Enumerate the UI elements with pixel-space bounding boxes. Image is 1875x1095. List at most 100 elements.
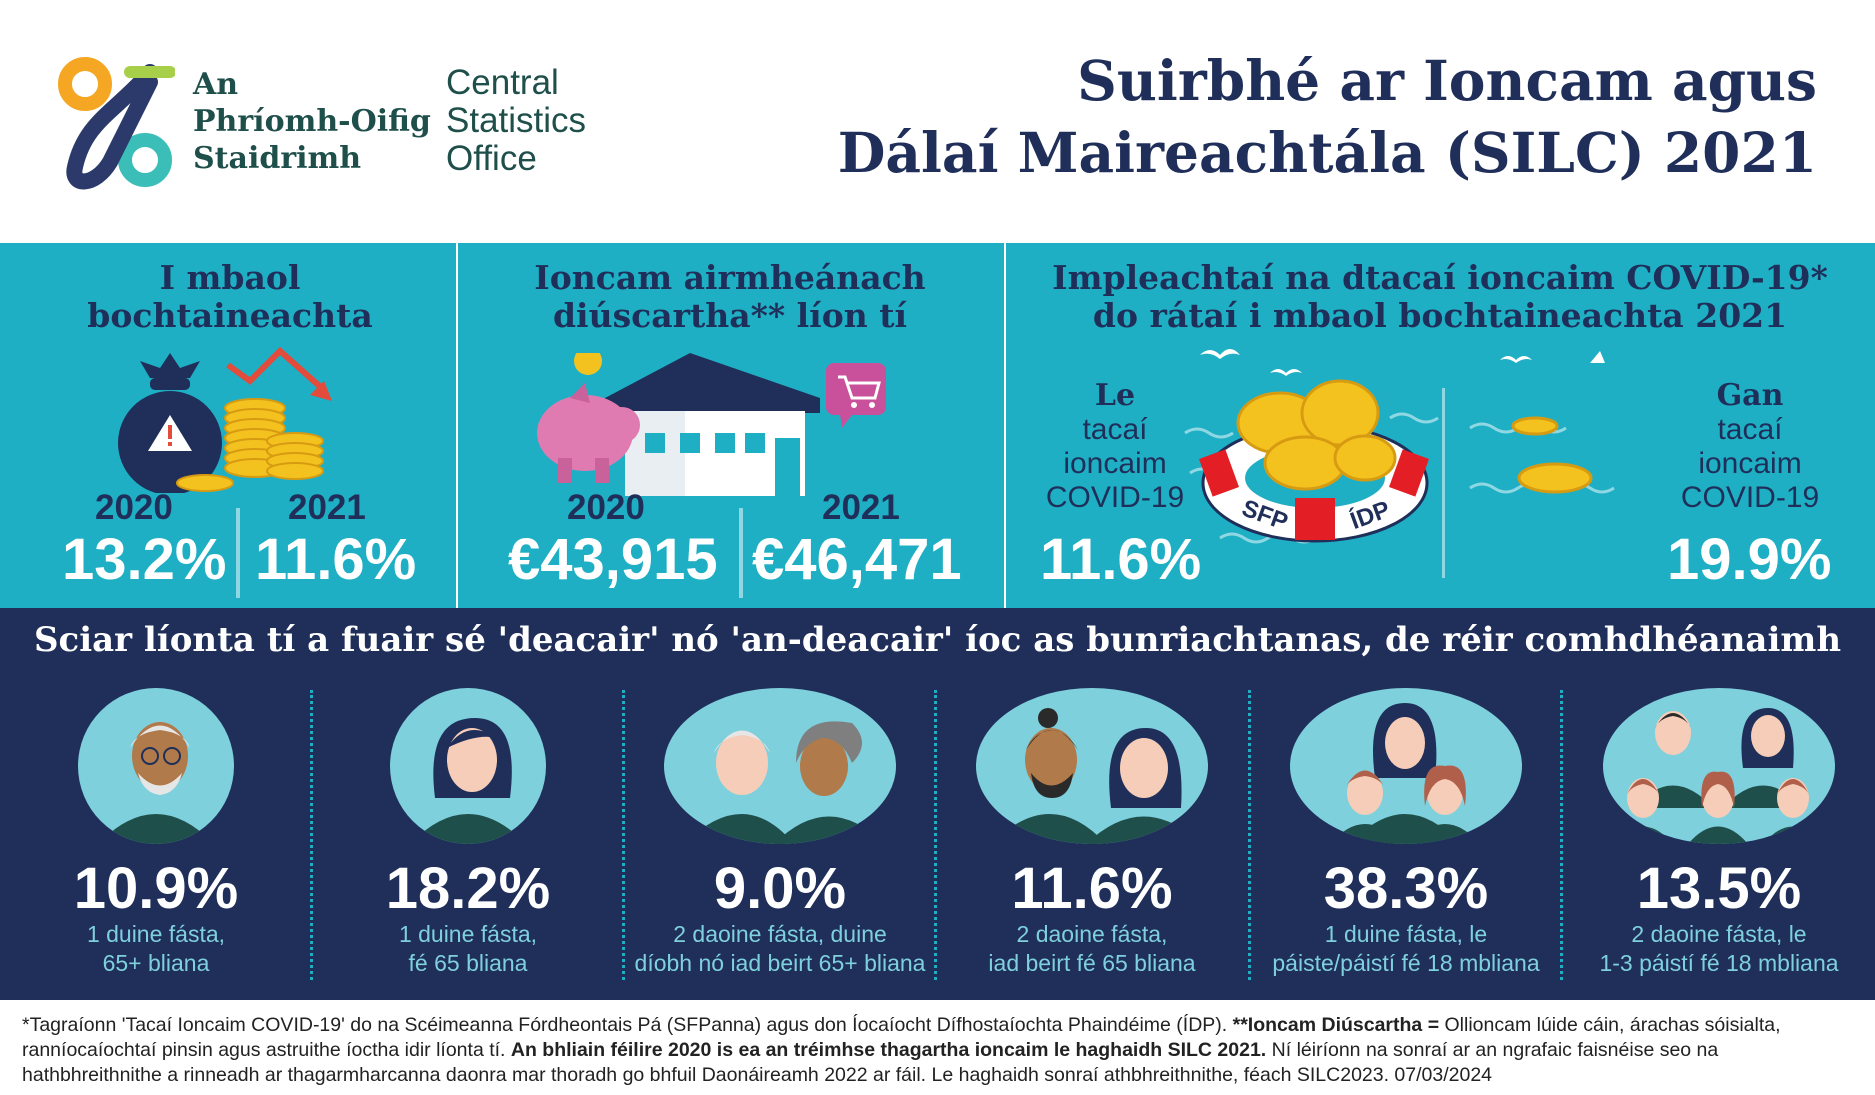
household-type-4: 11.6% 2 daoine fásta, iad beirt fé 65 bl…	[936, 680, 1248, 1000]
covid-title-line-2: do rátaí i mbaol bochtaineachta 2021	[1092, 296, 1788, 335]
panel-divider	[1004, 243, 1006, 608]
household-desc-line: 1 duine fásta,	[86, 921, 226, 947]
page-title: Suirbhé ar Ioncam agus Dálaí Maireachtál…	[838, 45, 1817, 189]
poverty-value-2020: 13.2%	[62, 527, 227, 592]
without-supports-label: Gan tacaí ioncaim COVID-19	[1675, 379, 1825, 515]
household-desc-line: fé 65 bliana	[408, 950, 528, 976]
covid-divider	[1442, 388, 1445, 578]
dotted-divider	[934, 690, 937, 980]
household-illustration	[78, 688, 234, 844]
footnote: *Tagraíonn 'Tacaí Ioncaim COVID-19' do n…	[22, 1013, 1862, 1088]
footnote-disposable-income-definition: Ollioncam lúide cáin, árachas sóisialta,…	[22, 1014, 1781, 1061]
household-type-5: 38.3% 1 duine fásta, le páiste/páistí fé…	[1250, 680, 1562, 1000]
household-type-1: 10.9% 1 duine fásta, 65+ bliana	[0, 680, 312, 1000]
logo-ga-line-3: Staidrimh	[193, 141, 362, 176]
logo-irish-name: An Phríomh-Oifig Staidrimh	[193, 66, 431, 177]
household-description: 2 daoine fásta, le 1-3 páistí fé 18 mbli…	[1563, 920, 1875, 978]
panel-divider	[456, 243, 458, 608]
down-trend-arrow-icon	[226, 346, 332, 401]
with-supports-label: Le tacaí ioncaim COVID-19	[1040, 379, 1190, 515]
household-description: 1 duine fásta, fé 65 bliana	[312, 920, 624, 978]
household-illustration	[976, 688, 1208, 844]
money-bag-with-coins-icon	[118, 346, 332, 493]
income-title-line-2: diúscartha** líon tí	[552, 296, 907, 335]
two-adults-with-children-icon	[1613, 708, 1823, 844]
income-year-2020: 2020	[567, 488, 645, 527]
footnote-covid-supports: *Tagraíonn 'Tacaí Ioncaim COVID-19' do n…	[22, 1014, 1228, 1036]
household-illustration	[1603, 688, 1835, 844]
without-supports-label-1: Gan	[1716, 378, 1784, 413]
logo-en-line-1: Central	[446, 63, 559, 102]
summary-band: I mbaol bochtaineachta 2020 13.2% 2021 1…	[0, 243, 1875, 608]
income-panel-title: Ioncam airmheánach diúscartha** líon tí	[470, 259, 990, 335]
year-divider	[739, 508, 743, 598]
household-desc-line: 65+ bliana	[102, 950, 210, 976]
seagull-icon	[1200, 349, 1302, 376]
household-value: 11.6%	[1011, 856, 1173, 921]
coins-icon	[1236, 379, 1397, 491]
household-type-6: 13.5% 2 daoine fásta, le 1-3 páistí fé 1…	[1563, 680, 1875, 1000]
page-title-line-1: Suirbhé ar Ioncam agus	[1077, 48, 1817, 113]
without-supports-label-3: ioncaim	[1698, 447, 1802, 480]
lifebuoy-coins-icon: SFP ÍDP	[1184, 349, 1439, 544]
household-value: 10.9%	[73, 856, 239, 921]
household-desc-line: iad beirt fé 65 bliana	[988, 950, 1196, 976]
dotted-divider	[1560, 690, 1563, 980]
household-value: 18.2%	[385, 856, 551, 921]
elderly-man-icon	[98, 722, 214, 844]
elderly-couple-icon	[684, 721, 884, 844]
piggy-bank-icon	[537, 353, 640, 483]
with-supports-label-3: ioncaim	[1063, 447, 1167, 480]
poverty-title-line-2: bochtaineachta	[87, 296, 373, 335]
household-value: 38.3%	[1323, 856, 1489, 921]
covid-panel-title: Impleachtaí na dtacaí ioncaim COVID-19* …	[1020, 259, 1860, 335]
coins-icon	[176, 398, 324, 492]
page-title-line-2: Dálaí Maireachtála (SILC) 2021	[837, 120, 1817, 185]
household-description: 1 duine fásta, 65+ bliana	[0, 920, 312, 978]
household-description: 2 daoine fásta, duine díobh nó iad beirt…	[624, 920, 936, 978]
with-supports-label-2: tacaí	[1082, 413, 1148, 446]
dotted-divider	[1248, 690, 1251, 980]
dotted-divider	[310, 690, 313, 980]
without-supports-label-2: tacaí	[1717, 413, 1783, 446]
household-illustration	[1290, 688, 1522, 844]
household-desc-line: 2 daoine fásta, le	[1631, 921, 1807, 947]
income-title-line-1: Ioncam airmheánach	[534, 258, 926, 297]
poverty-value-2021: 11.6%	[255, 527, 417, 592]
household-desc-line: 1 duine fásta,	[398, 921, 538, 947]
footnote-reference-period: An bhliain féilire 2020 is ea an tréimhs…	[510, 1039, 1267, 1061]
seagull-icon	[1500, 351, 1605, 363]
woman-icon	[410, 718, 526, 844]
poverty-year-2020: 2020	[95, 488, 173, 527]
adult-couple-icon	[991, 708, 1201, 844]
household-desc-line: 2 daoine fásta, duine	[673, 921, 887, 947]
year-divider	[236, 508, 240, 598]
household-description: 1 duine fásta, le páiste/páistí fé 18 mb…	[1250, 920, 1562, 978]
household-type-3: 9.0% 2 daoine fásta, duine díobh nó iad …	[624, 680, 936, 1000]
piggy-bank-house-icon	[537, 353, 886, 496]
household-illustration	[664, 688, 896, 844]
poverty-year-2021: 2021	[288, 488, 366, 527]
household-value: 13.5%	[1636, 856, 1802, 921]
house-icon	[605, 353, 820, 496]
poverty-panel-title: I mbaol bochtaineachta	[30, 259, 430, 335]
logo-en-line-3: Office	[446, 139, 537, 178]
household-illustration	[390, 688, 546, 844]
income-value-2020: €43,915	[508, 527, 718, 592]
dotted-divider	[622, 690, 625, 980]
households-title: Sciar líonta tí a fuair sé 'deacair' nó …	[33, 620, 1842, 660]
logo-english-name: Central Statistics Office	[446, 64, 586, 178]
household-desc-line: páiste/páistí fé 18 mbliana	[1272, 950, 1540, 976]
income-year-2021: 2021	[822, 488, 900, 527]
adult-with-children-icon	[1330, 703, 1480, 844]
footnote-disposable-income-term: **Ioncam Diúscartha =	[1232, 1014, 1440, 1036]
logo-ga-line-2: Phríomh-Oifig	[193, 104, 431, 139]
shopping-cart-icon	[826, 363, 886, 428]
logo-ga-line-1: An	[193, 67, 239, 102]
poverty-title-line-1: I mbaol	[159, 258, 301, 297]
household-description: 2 daoine fásta, iad beirt fé 65 bliana	[936, 920, 1248, 978]
money-bag-icon	[118, 353, 222, 493]
without-supports-label-4: COVID-19	[1680, 481, 1820, 514]
cso-logo-icon	[58, 57, 175, 190]
household-value: 9.0%	[713, 856, 847, 921]
